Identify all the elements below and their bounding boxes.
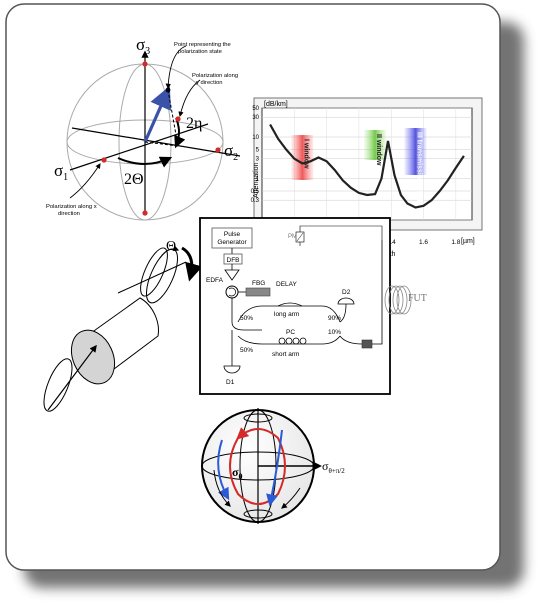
y-unit-label: [dB/km] bbox=[264, 101, 288, 108]
split-bottom-label: 50% bbox=[240, 347, 253, 354]
d2-label: D2 bbox=[342, 289, 351, 296]
blue-trajectory-left bbox=[217, 439, 230, 501]
fiber-illustration: Θ bbox=[43, 239, 203, 412]
y-annotation-1: Polarization along bbox=[192, 73, 238, 79]
point-annotation-2: polarization state bbox=[178, 49, 222, 55]
fbg-box bbox=[245, 287, 271, 297]
experimental-setup: Pulse Generator DFB EDFA FBG DELAY long … bbox=[199, 217, 427, 395]
sigma-center-label: σ0 bbox=[232, 465, 243, 481]
fut-spool bbox=[384, 285, 412, 315]
split-90-label: 90% bbox=[328, 315, 341, 322]
axis-s1-label: σ1 bbox=[54, 161, 68, 183]
d1-label: D1 bbox=[226, 379, 235, 386]
y-tick-label: 5 bbox=[256, 147, 260, 153]
chart-windows: I window II window III transmission window bbox=[291, 128, 427, 212]
axis-s3-label: σ3 bbox=[136, 35, 150, 57]
axis-s2-label: σ2 bbox=[224, 141, 238, 163]
sigma-right-label: σθ+π/2 bbox=[322, 459, 345, 475]
pc-label: PC bbox=[286, 329, 295, 336]
y-tick-label: 10 bbox=[252, 135, 259, 141]
edfa-triangle bbox=[224, 269, 240, 281]
split-top-label: 50% bbox=[240, 315, 253, 322]
y-annotation-2: y direction bbox=[196, 80, 222, 86]
pulse-gen-label-2: Generator bbox=[217, 239, 247, 246]
y-tick-label: 1 bbox=[256, 177, 260, 183]
blue-trajectory-right bbox=[266, 429, 283, 507]
x-annotation-1: Polarization along x bbox=[46, 204, 97, 210]
point-annotation-1: Point representing the bbox=[174, 42, 231, 48]
point-north bbox=[142, 61, 148, 67]
window-label: I window bbox=[302, 139, 309, 169]
x-tick-label: 1.6 bbox=[419, 239, 428, 246]
pulse-gen-label-1: Pulse bbox=[224, 231, 241, 238]
y-tick-label: 50 bbox=[252, 106, 259, 112]
fut-label: FUT bbox=[408, 293, 427, 304]
d2-detector bbox=[337, 297, 355, 305]
short-arm-label: short arm bbox=[272, 351, 299, 358]
edfa-label: EDFA bbox=[206, 277, 224, 284]
window-band bbox=[404, 128, 427, 175]
attenuation-curve bbox=[269, 123, 465, 209]
split-10-label: 10% bbox=[328, 329, 341, 336]
lower-sphere: σ0 σθ+π/2 bbox=[201, 408, 345, 524]
y-tick-label: 0.3 bbox=[251, 198, 260, 204]
dfb-label: DFB bbox=[227, 257, 240, 264]
angle-theta-label: 2Θ bbox=[124, 171, 144, 188]
red-trajectory bbox=[229, 427, 286, 505]
x-unit-label: [µm] bbox=[461, 238, 475, 245]
point-south bbox=[142, 210, 148, 216]
output-coupler bbox=[361, 339, 373, 349]
d1-detector bbox=[223, 365, 241, 374]
attenuation-chart: I window II window III transmission window… bbox=[251, 97, 483, 258]
window-label: II window bbox=[375, 134, 382, 166]
y-tick-label: 30 bbox=[252, 115, 259, 121]
window-band bbox=[364, 130, 387, 160]
y-tick-label: 3 bbox=[256, 157, 260, 163]
x-tick-label: 1.4 bbox=[387, 239, 396, 246]
y-axis-label: Attenuation bbox=[253, 162, 260, 198]
point-y-polarization bbox=[175, 116, 181, 122]
point-right bbox=[215, 147, 221, 153]
y-tick-label: 0.5 bbox=[251, 189, 260, 195]
window-label: III transmission window bbox=[415, 132, 422, 212]
angle-eta-label: 2η bbox=[186, 115, 202, 132]
state-vector bbox=[143, 85, 171, 143]
axis-s1-line bbox=[69, 123, 209, 171]
x-tick-label: 1.8 bbox=[451, 239, 460, 246]
poincare-sphere: σ3 σ2 σ1 2η 2Θ Point representing the po… bbox=[46, 35, 241, 221]
pm-label: PM bbox=[288, 234, 297, 240]
delay-label: DELAY bbox=[276, 281, 297, 288]
pc-loops bbox=[278, 337, 307, 345]
window-band bbox=[291, 135, 314, 180]
fbg-label: FBG bbox=[252, 280, 265, 287]
dfb-box bbox=[223, 253, 243, 265]
axis-s2-line bbox=[71, 127, 241, 157]
theta-label: Θ bbox=[166, 239, 176, 254]
x-annotation-2: direction bbox=[58, 211, 80, 217]
point-x-polarization bbox=[101, 157, 107, 163]
long-arm-label: long arm bbox=[274, 311, 299, 318]
